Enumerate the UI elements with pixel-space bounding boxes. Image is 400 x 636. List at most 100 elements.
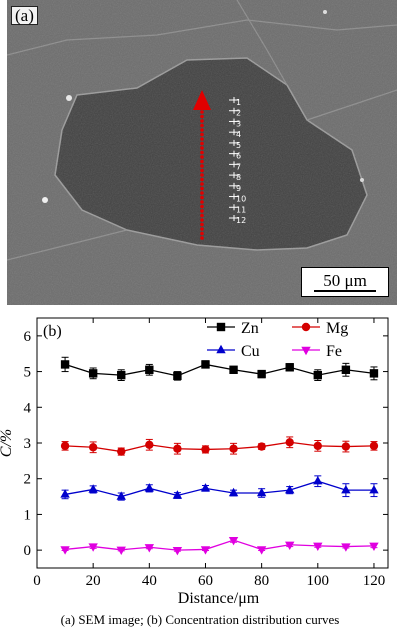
data-point [145,365,154,374]
data-point [173,371,182,381]
data-point [369,369,379,378]
scan-point-label: 3 [236,119,241,128]
data-point [60,441,70,451]
data-point [285,541,295,550]
scan-point-label: 8 [236,173,241,182]
data-point [285,438,294,447]
figure-caption: (a) SEM image; (b) Concentration distrib… [60,612,340,627]
scan-dot [200,191,204,195]
scan-point-label: 2 [236,109,241,118]
scan-dot [200,141,204,146]
legend-item-cu: Cu [207,343,260,360]
data-point [60,546,70,555]
y-axis-title: C/% [0,429,15,457]
data-point [313,476,323,485]
data-point [172,546,183,556]
data-point [285,484,295,494]
data-point [200,483,211,492]
data-point [88,484,98,493]
scan-dot [200,114,204,119]
scan-dot [200,236,204,240]
scan-dot [200,159,204,164]
data-point [117,447,126,456]
data-point [228,536,239,546]
data-point [313,441,322,451]
concentration-chart: 0 20 40 60 80 100 120 0 1 2 3 4 5 6 Distance/μm C/% (b) Z… [0,308,400,608]
data-point [369,441,379,451]
x-tick-label: 0 [33,573,41,589]
scan-dot [200,218,204,222]
panel-a-tag: (a) [11,6,38,25]
scan-dot [200,132,204,137]
scan-dot [200,155,204,159]
x-axis-title: Distance/μm [178,590,260,607]
scan-point-label: 6 [236,152,241,161]
data-point [172,490,183,499]
scan-dot [200,128,204,132]
y-tick-label: 3 [24,436,32,452]
scan-dot [200,164,204,168]
scan-point-label: 4 [236,130,241,139]
data-point [173,444,182,453]
data-point [228,487,239,497]
scan-dot [200,204,204,209]
data-point [117,370,126,380]
y-tick-label: 2 [24,472,32,488]
data-point [229,365,238,374]
series-mg [60,436,379,456]
x-tick-label: 40 [142,573,157,589]
scan-dot [200,231,204,236]
series-line [64,480,374,498]
data-point [341,484,351,494]
data-point [341,543,351,552]
scan-dot [200,173,204,177]
chart-svg: 0 20 40 60 80 100 120 0 1 2 3 4 5 6 Distance/μm C/% (b) Z… [0,317,389,607]
legend: Zn Mg Cu Fe [207,320,348,360]
data-point [88,543,98,552]
data-point [216,344,226,354]
scan-dot [200,110,204,114]
data-point [257,442,266,451]
data-point [201,445,210,454]
series-cu [60,475,379,501]
particle [360,178,364,182]
scan-point-label: 1 [236,98,241,107]
data-point [144,483,155,492]
scan-dot [200,150,204,155]
scan-point-label: 9 [236,184,241,193]
data-point [301,346,311,356]
x-tick-label: 60 [198,573,213,589]
data-point [60,489,70,498]
legend-item-fe: Fe [292,343,342,360]
scan-dot [200,119,204,123]
data-point [145,440,154,449]
data-point [116,491,126,500]
scan-dot [200,213,204,218]
legend-label: Cu [241,343,260,360]
data-point [313,370,322,380]
y-tick-label: 4 [24,400,32,416]
data-point [257,369,266,379]
y-tick-label: 0 [24,543,32,559]
scan-point-label: 11 [236,205,246,214]
scale-bar [314,290,376,292]
data-point [341,442,351,451]
x-tick-label: 100 [307,573,330,589]
series-line [65,441,374,453]
series-zn [60,356,379,381]
y-tick-label: 5 [24,365,32,381]
scan-dot [200,177,204,182]
particle [323,10,327,14]
scan-dot [200,123,204,128]
scale-bar-box: 50 μm [301,267,389,297]
scan-dot [200,200,204,204]
series-fe [60,536,379,556]
data-point [369,484,379,494]
data-point [116,546,126,555]
data-point [341,365,351,374]
legend-label: Fe [326,343,342,360]
y-tick-label: 1 [24,507,32,523]
scan-dot [200,146,204,150]
scan-dot [200,227,204,231]
